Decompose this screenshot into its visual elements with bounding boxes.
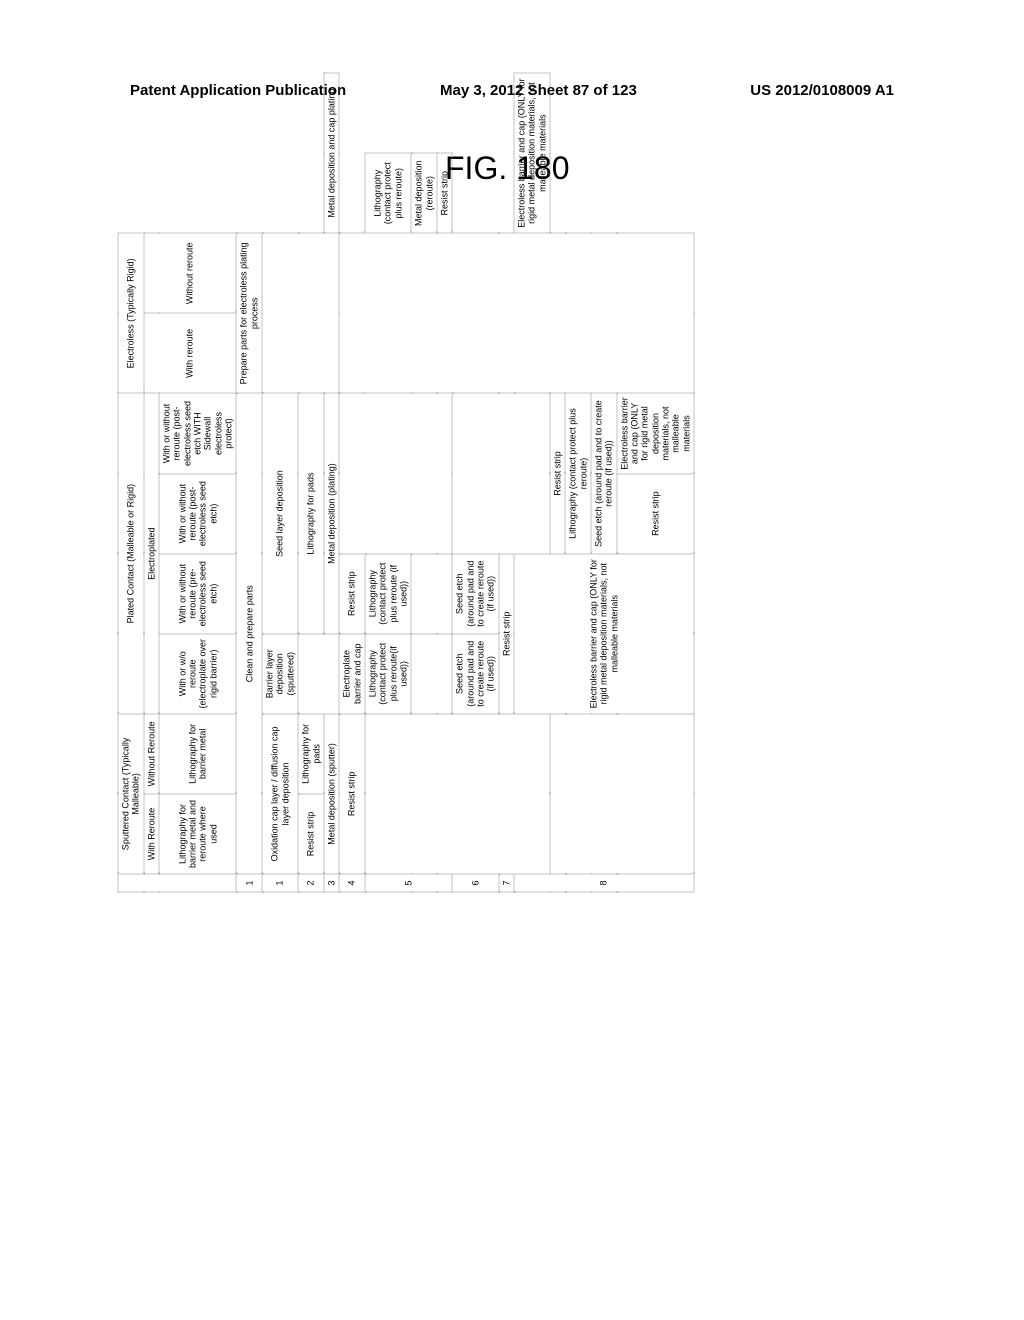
header-right: US 2012/0108009 A1 (750, 82, 894, 99)
cell: With or without reroute (post-electroles… (159, 393, 236, 473)
cell (339, 233, 694, 393)
cell: Lithography for barrier metal (159, 714, 236, 794)
cell: Resist strip (617, 474, 694, 554)
cell: Electroless barrier and cap (ONLY for ri… (514, 73, 550, 233)
cell: Seed etch (around pad and to create rero… (452, 634, 498, 714)
hdr-el-with: With reroute (144, 313, 237, 393)
hdr-electroless: Electroless (Typically Rigid) (118, 233, 144, 393)
cell: Resist strip (298, 794, 324, 874)
hdr-without-reroute: Without Reroute (144, 714, 159, 794)
cell: Metal deposition (plating) (324, 393, 339, 633)
cell: Lithography (contact protect plus rerout… (365, 634, 411, 714)
cell: Electroless barrier and cap (ONLY for ri… (617, 393, 694, 473)
cell: Resist strip (437, 153, 452, 233)
cell: Lithography (contact protect plus rerout… (365, 554, 411, 634)
cell (298, 634, 339, 714)
row-num: 3 (324, 874, 339, 892)
cell: Clean and prepare parts (236, 393, 262, 874)
process-table: Sputtered Contact (Typically Malleable) … (118, 278, 938, 893)
cell: With or without reroute (pre-electroless… (159, 554, 236, 634)
row-num: 1 (262, 874, 298, 892)
cell: Seed layer deposition (262, 393, 298, 633)
hdr-sputtered: Sputtered Contact (Typically Malleable) (118, 714, 144, 874)
cell (365, 714, 550, 874)
row-num: 1 (236, 874, 262, 892)
cell: With or without reroute (post-electroles… (159, 474, 236, 554)
row-num: 7 (499, 874, 514, 892)
cell (411, 554, 452, 634)
cell: Metal deposition (sputter) (324, 714, 339, 874)
cell: With or w/o reroute (electroplate over r… (159, 634, 236, 714)
row-num: 4 (339, 874, 365, 892)
row-num: 6 (452, 874, 498, 892)
row-num: 2 (298, 874, 324, 892)
cell: Oxidation cap layer / diffusion cap laye… (262, 714, 298, 874)
row-num: 8 (514, 874, 694, 892)
cell: Barrier layer deposition (sputtered) (262, 634, 298, 714)
cell: Resist strip (339, 554, 365, 634)
cell: Lithography for pads (298, 393, 324, 633)
cell: Seed etch (around pad and to create rero… (452, 554, 498, 634)
cell (550, 714, 694, 874)
cell: Prepare parts for electroless plating pr… (236, 233, 262, 393)
cell: Metal deposition and cap plating (324, 73, 339, 233)
cell: Lithography (contact protect plus rerout… (365, 153, 411, 233)
row-num: 5 (365, 874, 452, 892)
cell: Lithography (contact protect plus rerout… (565, 393, 591, 553)
cell: Electroplate barrier and cap (339, 634, 365, 714)
cell (452, 393, 550, 553)
cell (339, 393, 452, 553)
cell (411, 634, 452, 714)
cell: Lithography for barrier metal and rerout… (159, 794, 236, 874)
hdr-electroplated: Electroplated (144, 393, 159, 713)
cell: Resist strip (339, 714, 365, 874)
cell: Seed etch (around pad and to create rero… (591, 393, 617, 553)
hdr-el-without: Without reroute (144, 233, 237, 313)
cell: Electroless barrier and cap (ONLY for ri… (514, 554, 694, 714)
cell: Resist strip (550, 393, 565, 553)
cell: Lithography for pads (298, 714, 324, 794)
cell: Resist strip (499, 554, 514, 714)
hdr-with-reroute: With Reroute (144, 794, 159, 874)
hdr-plated: Plated Contact (Malleable or Rigid) (118, 393, 144, 713)
cell: Metal deposition (reroute) (411, 153, 437, 233)
cell (262, 233, 339, 393)
